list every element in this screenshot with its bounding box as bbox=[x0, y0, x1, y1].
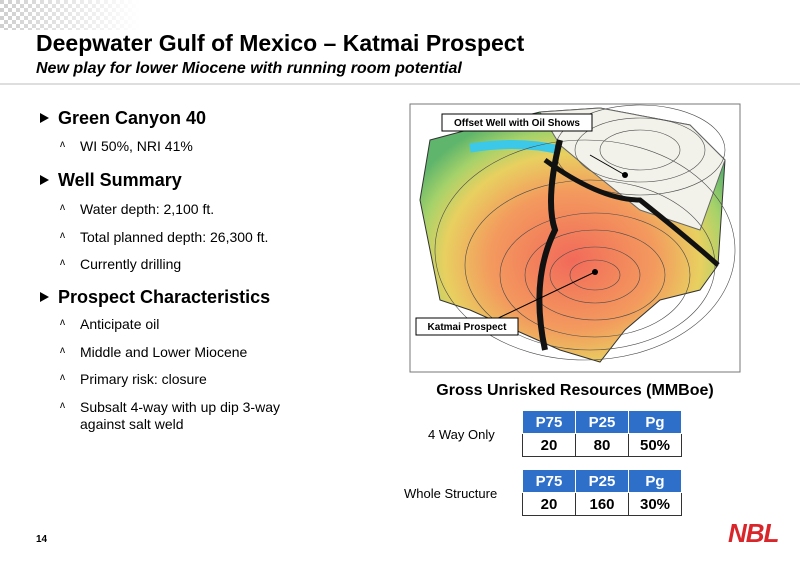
shape bbox=[569, 259, 621, 291]
cell: 30% bbox=[628, 492, 682, 516]
cell: 20 bbox=[522, 433, 576, 457]
bullet-marker: ʌ bbox=[60, 202, 65, 213]
map bbox=[419, 104, 736, 363]
title: Deepwater Gulf of Mexico – Katmai Prospe… bbox=[36, 30, 525, 56]
shape bbox=[574, 117, 706, 183]
bullet: WI 50%, NRI 41% bbox=[80, 138, 193, 154]
heading: Prospect Characteristics bbox=[58, 287, 271, 307]
map-upper bbox=[539, 107, 726, 231]
shape bbox=[524, 229, 666, 321]
bullet-marker: ʌ bbox=[60, 345, 65, 356]
heading: Well Summary bbox=[58, 170, 182, 190]
resource-table: P75 P25 Pg 20 80 50% bbox=[522, 410, 682, 457]
bullet: Subsalt 4-way with up dip 3-way against … bbox=[80, 399, 280, 432]
table-label: Whole Structure bbox=[404, 486, 498, 501]
heading-marker bbox=[40, 175, 49, 185]
bullet: Anticipate oil bbox=[80, 316, 160, 332]
table-row: P75 P25 Pg bbox=[522, 410, 682, 434]
table-label: 4 Way Only bbox=[428, 427, 495, 442]
fault bbox=[536, 139, 563, 351]
bullet-marker: ʌ bbox=[60, 257, 65, 268]
label-box bbox=[415, 317, 519, 336]
cell: 160 bbox=[575, 492, 629, 516]
oil-shows bbox=[469, 139, 562, 155]
header-cell: P25 bbox=[575, 469, 629, 493]
checker-fade bbox=[0, 0, 140, 30]
resources-title: Gross Unrisked Resources (MMBoe) bbox=[436, 382, 714, 399]
cell: 20 bbox=[522, 492, 576, 516]
subtitle: New play for lower Miocene with running … bbox=[36, 60, 462, 77]
header-cell: P25 bbox=[575, 410, 629, 434]
shape bbox=[499, 212, 691, 338]
bullet-marker: ʌ bbox=[60, 139, 65, 150]
well-point bbox=[622, 172, 628, 178]
fault bbox=[543, 157, 720, 267]
cell: 80 bbox=[575, 433, 629, 457]
shape bbox=[434, 139, 736, 361]
bullet: Primary risk: closure bbox=[80, 371, 207, 387]
header-cell: Pg bbox=[628, 410, 682, 434]
header-cell: Pg bbox=[628, 469, 682, 493]
bullet-marker: ʌ bbox=[60, 230, 65, 241]
bullet: Water depth: 2,100 ft. bbox=[80, 201, 215, 217]
label-box bbox=[441, 113, 593, 132]
table-row: 20 160 30% bbox=[522, 492, 682, 516]
leader bbox=[589, 154, 626, 176]
cell: 50% bbox=[628, 433, 682, 457]
map-label: Katmai Prospect bbox=[428, 322, 508, 333]
logo: NBL bbox=[728, 518, 779, 548]
table-row: P75 P25 Pg bbox=[522, 469, 682, 493]
bullet-marker: ʌ bbox=[60, 400, 65, 411]
shape bbox=[599, 129, 681, 171]
bullet: Currently drilling bbox=[80, 256, 182, 272]
header-cell: P75 bbox=[522, 469, 576, 493]
bullet: Total planned depth: 26,300 ft. bbox=[80, 229, 269, 245]
bullet-marker: ʌ bbox=[60, 372, 65, 383]
prospect-point bbox=[592, 269, 598, 275]
shape bbox=[549, 246, 641, 304]
header-cell: P75 bbox=[522, 410, 576, 434]
heading: Green Canyon 40 bbox=[58, 108, 207, 128]
bullet: Middle and Lower Miocene bbox=[80, 344, 248, 360]
heading-marker bbox=[40, 113, 49, 123]
resource-table: P75 P25 Pg 20 160 30% bbox=[522, 469, 682, 516]
leader bbox=[489, 271, 596, 323]
map-label: Offset Well with Oil Shows bbox=[454, 118, 580, 129]
heading-marker bbox=[40, 292, 49, 302]
bullet-marker: ʌ bbox=[60, 317, 65, 328]
page-number: 14 bbox=[36, 534, 48, 545]
table-row: 20 80 50% bbox=[522, 433, 682, 457]
